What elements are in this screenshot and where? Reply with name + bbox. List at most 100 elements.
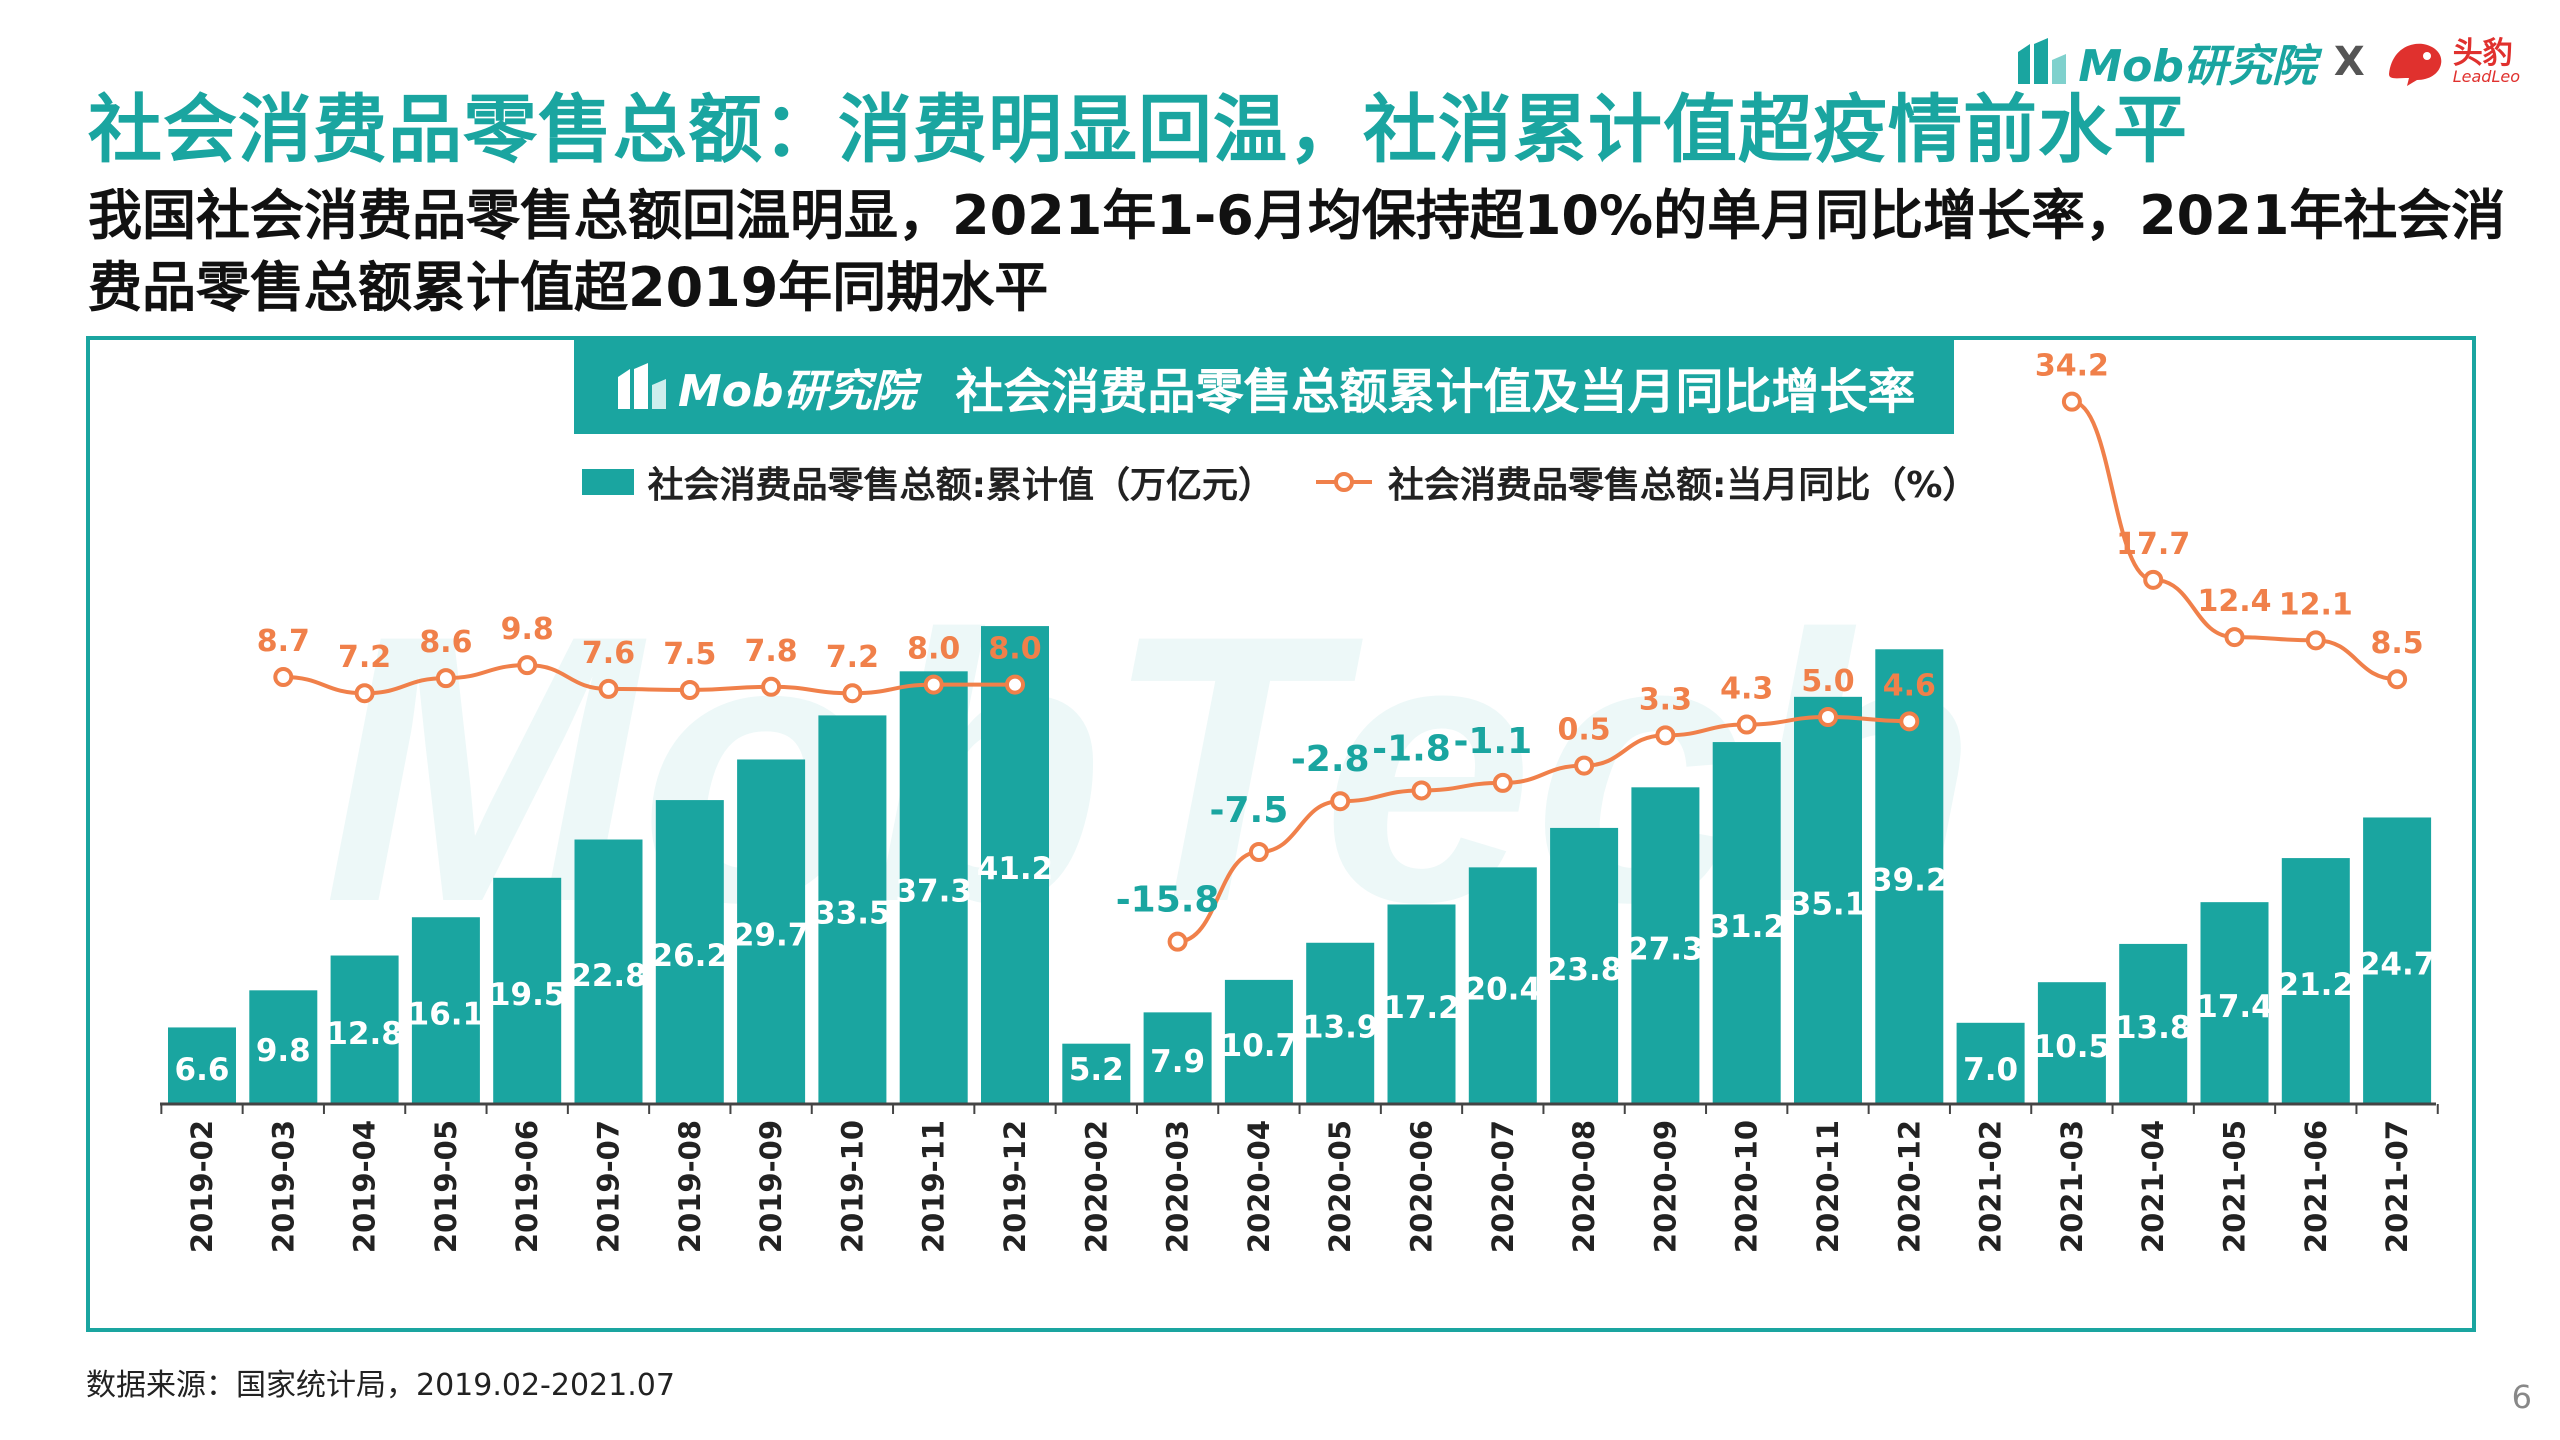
chart-header: Mob研究院 社会消费品零售总额累计值及当月同比增长率 <box>574 340 1954 434</box>
bar-2020-06 <box>1387 904 1456 1104</box>
chart-legend: 社会消费品零售总额:累计值（万亿元） 社会消费品零售总额:当月同比（%） <box>0 456 2560 508</box>
x-label-2019-02: 2019-02 <box>185 1120 219 1253</box>
line-point-2019-11 <box>923 674 944 695</box>
bar-label-2020-11: 35.1 <box>1790 886 1867 922</box>
bar-label-2020-12: 39.2 <box>1871 863 1948 899</box>
bar-2019-09 <box>737 759 806 1104</box>
legend-item-bar: 社会消费品零售总额:累计值（万亿元） <box>581 456 1274 508</box>
bar-label-2019-03: 9.8 <box>256 1033 311 1069</box>
line-label-2019-07: 7.6 <box>582 636 635 671</box>
line-segment-2 <box>1177 714 1910 944</box>
x-label-2020-11: 2020-11 <box>1811 1120 1845 1253</box>
bar-label-2021-06: 21.2 <box>2278 967 2355 1003</box>
line-label-2019-09: 7.8 <box>745 634 798 669</box>
x-label-2019-08: 2019-08 <box>673 1120 707 1253</box>
x-label-2021-07: 2021-07 <box>2380 1120 2414 1253</box>
line-point-2019-12 <box>1005 674 1025 695</box>
x-label-2021-03: 2021-03 <box>2055 1120 2089 1253</box>
line-point-2021-03 <box>2061 391 2082 412</box>
bar-2019-07 <box>574 839 643 1104</box>
bar-2020-10 <box>1712 742 1781 1104</box>
line-point-2019-06 <box>517 655 538 676</box>
bar-2021-05 <box>2200 902 2269 1104</box>
bar-label-2021-05: 17.4 <box>2196 989 2273 1025</box>
line-point-2020-12 <box>1899 711 1920 732</box>
mob-logo-icon <box>2018 38 2067 84</box>
mob-logo-icon <box>618 363 666 409</box>
line-point-2021-05 <box>2224 627 2245 648</box>
line-label-2020-05: -2.8 <box>1291 739 1370 780</box>
bar-label-2020-08: 23.8 <box>1546 952 1623 988</box>
bar-label-2021-07: 24.7 <box>2359 947 2436 983</box>
line-point-2020-08 <box>1574 755 1595 776</box>
data-source: 数据来源：国家统计局，2019.02-2021.07 <box>86 1368 675 1403</box>
legend-item-line: 社会消费品零售总额:当月同比（%） <box>1314 456 1978 508</box>
x-label-2020-05: 2020-05 <box>1323 1120 1357 1253</box>
leadleo-logo-cn: 头豹 <box>2452 36 2513 71</box>
line-label-2020-07: -1.1 <box>1453 721 1532 762</box>
bar-2019-08 <box>655 800 724 1104</box>
legend-swatch-line <box>1315 472 1372 492</box>
line-point-2019-08 <box>679 680 700 700</box>
bar-2019-11 <box>899 671 968 1104</box>
bar-2020-11 <box>1794 696 1862 1104</box>
line-label-2020-08: 0.5 <box>1558 713 1611 748</box>
x-label-2021-06: 2021-06 <box>2299 1120 2333 1253</box>
x-label-2020-06: 2020-06 <box>1405 1120 1439 1253</box>
line-point-2020-04 <box>1248 842 1269 862</box>
line-point-2019-05 <box>435 668 456 689</box>
bar-label-2020-02: 5.2 <box>1069 1052 1124 1088</box>
leadleo-logo: 头豹 LeadLeo <box>2383 34 2520 90</box>
line-point-2021-07 <box>2387 669 2408 690</box>
bar-2020-08 <box>1550 827 1619 1104</box>
bar-2020-07 <box>1468 867 1537 1104</box>
line-label-2019-05: 8.6 <box>419 625 472 660</box>
bar-label-2019-07: 22.8 <box>570 958 647 994</box>
line-point-2020-03 <box>1167 931 1188 952</box>
page-title: 社会消费品零售总额：消费明显回温，社消累计值超疫情前水平 <box>88 87 2188 173</box>
x-label-2021-05: 2021-05 <box>2218 1120 2252 1253</box>
x-label-2019-03: 2019-03 <box>266 1120 300 1253</box>
line-label-2020-04: -7.5 <box>1210 790 1289 831</box>
legend-label-line: 社会消费品零售总额:当月同比（%） <box>1387 465 1979 506</box>
line-point-2020-07 <box>1492 772 1513 793</box>
x-label-2021-04: 2021-04 <box>2136 1120 2170 1253</box>
bar-label-2019-09: 29.7 <box>733 918 810 954</box>
brand-bar: Mob研究院 X 头豹 LeadLeo <box>2014 22 2520 102</box>
line-point-2020-05 <box>1330 791 1351 812</box>
line-point-2019-03 <box>273 667 294 688</box>
bar-2020-04 <box>1224 979 1293 1104</box>
x-label-2019-11: 2019-11 <box>917 1120 951 1253</box>
bar-2021-07 <box>2363 817 2432 1104</box>
bar-label-2019-06: 19.5 <box>489 977 566 1013</box>
bar-label-2021-02: 7.0 <box>1963 1052 2018 1088</box>
bar-2019-12 <box>981 626 1049 1104</box>
line-point-2021-04 <box>2143 569 2164 590</box>
mob-logo: Mob研究院 <box>2014 30 2316 94</box>
bar-2020-09 <box>1631 787 1700 1104</box>
x-label-2020-07: 2020-07 <box>1486 1120 1520 1253</box>
x-label-2020-09: 2020-09 <box>1648 1120 1682 1253</box>
line-label-2020-03: -15.8 <box>1116 880 1220 921</box>
line-point-2020-11 <box>1818 707 1838 727</box>
line-label-2019-04: 7.2 <box>338 640 391 675</box>
bar-2019-02 <box>168 1027 236 1104</box>
line-point-2019-04 <box>354 683 375 704</box>
bar-label-2020-09: 27.3 <box>1627 932 1704 968</box>
line-segment-3 <box>2071 399 2398 682</box>
bar-label-2019-10: 33.5 <box>814 896 891 932</box>
combo-chart: MobTech 6.69.8 12.816.119.522.826.229.733… <box>160 349 2439 1253</box>
x-label-2019-09: 2019-09 <box>754 1120 788 1253</box>
bar-label-2020-07: 20.4 <box>1465 972 1542 1008</box>
line-label-2020-09: 3.3 <box>1639 682 1692 717</box>
line-point-2019-07 <box>598 678 619 699</box>
chart-title: 社会消费品零售总额累计值及当月同比增长率 <box>955 364 1916 420</box>
line-point-2020-10 <box>1736 714 1757 735</box>
line-point-2020-09 <box>1655 725 1676 746</box>
line-label-2021-05: 12.4 <box>2197 584 2271 619</box>
bar-2019-06 <box>493 877 562 1104</box>
x-label-2020-02: 2020-02 <box>1079 1120 1113 1253</box>
line-label-2019-12: 8.0 <box>988 632 1041 667</box>
leadleo-logo-en: LeadLeo <box>2452 67 2520 86</box>
x-label-2019-07: 2019-07 <box>592 1120 626 1253</box>
